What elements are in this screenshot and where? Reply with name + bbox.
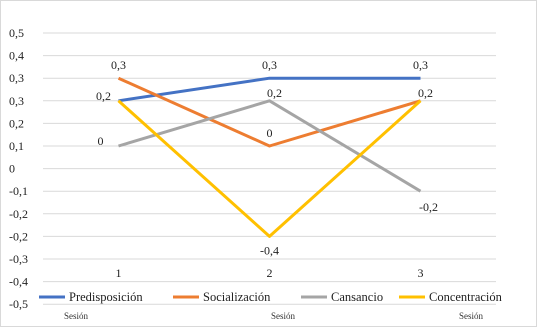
x-tick-label: 1 — [116, 266, 122, 280]
series-line-cansancio — [118, 99, 422, 193]
session-caption: Sesión — [271, 311, 296, 321]
x-axis-tick-labels: 1 2 3 — [116, 266, 424, 280]
data-label: 0,3 — [413, 58, 428, 72]
y-tick-label: 0 — [9, 162, 15, 176]
gridlines — [43, 32, 496, 305]
y-tick-label: 0,1 — [9, 139, 24, 153]
data-label: 0,3 — [111, 58, 126, 72]
legend-entry: Socialización — [203, 290, 271, 304]
session-captions: Sesión Sesión Sesión — [64, 311, 484, 321]
data-label: 0,2 — [96, 89, 111, 103]
y-tick-label: 0,3 — [9, 71, 24, 85]
x-tick-label: 2 — [267, 266, 273, 280]
y-tick-label: -0,3 — [9, 252, 28, 266]
y-tick-label: 0,4 — [9, 49, 24, 63]
legend-entry: Concentración — [429, 290, 503, 304]
legend-entry: Predisposición — [69, 290, 143, 304]
y-tick-label: -0,2 — [9, 207, 28, 221]
y-tick-label: 0,5 — [9, 26, 24, 40]
series-lines — [117, 76, 422, 238]
data-label: 0,2 — [267, 86, 282, 100]
session-caption: Sesión — [459, 311, 484, 321]
data-label: 0,2 — [418, 86, 433, 100]
data-label: -0,2 — [419, 200, 438, 214]
series-line-socialización — [117, 76, 421, 148]
y-tick-label: -0,4 — [9, 275, 28, 289]
series-line-predisposición — [118, 76, 421, 103]
data-label: -0,4 — [260, 243, 279, 257]
x-tick-label: 3 — [418, 266, 424, 280]
y-tick-label: 0,3 — [9, 94, 24, 108]
y-tick-label: -0,1 — [9, 184, 28, 198]
legend-entry: Cansancio — [331, 290, 383, 304]
legend: Predisposición Socialización Cansancio Conc… — [39, 290, 503, 304]
y-axis-tick-labels: 0,5 0,4 0,3 0,3 0,2 0,1 0 -0,1 -0,2 -0,2 -0,3 -0,4 -… — [9, 26, 28, 311]
y-tick-label: -0,5 — [9, 297, 28, 311]
data-labels: 0,20,30,30,300,200,2-0,2-0,40,20,2 — [96, 58, 438, 257]
y-tick-label: 0,2 — [9, 116, 24, 130]
session-caption: Sesión — [64, 311, 89, 321]
data-label: 0 — [267, 126, 273, 140]
data-label: 0,3 — [262, 58, 277, 72]
series-line-concentración — [117, 99, 422, 238]
data-label: 0 — [98, 134, 104, 148]
y-tick-label: -0,2 — [9, 229, 28, 243]
